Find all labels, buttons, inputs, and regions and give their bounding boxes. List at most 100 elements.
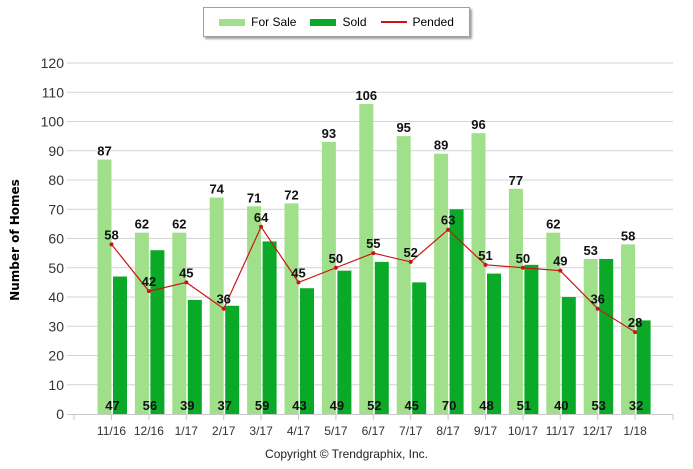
sold-swatch — [310, 18, 337, 26]
pended-point — [221, 306, 226, 311]
pended-point — [520, 265, 525, 270]
data-label-sold: 45 — [404, 398, 418, 413]
data-label-sold: 37 — [217, 398, 231, 413]
data-label-sold: 43 — [292, 398, 306, 413]
bar-sold — [150, 250, 165, 414]
pended-point — [446, 227, 451, 232]
bar-for-sale — [247, 206, 262, 414]
bar-sold — [225, 305, 240, 414]
bar-for-sale — [583, 258, 598, 414]
bar-sold — [412, 282, 427, 414]
x-tick-label: 9/17 — [474, 424, 498, 438]
data-label-pended: 50 — [329, 251, 343, 266]
bar-sold — [374, 261, 389, 414]
pended-point — [333, 265, 338, 270]
x-tick-label: 2/17 — [212, 424, 236, 438]
y-tick-label: 60 — [48, 231, 64, 247]
y-axis-title: Number of Homes — [8, 179, 22, 301]
bar-for-sale — [546, 232, 561, 414]
data-label-pended: 55 — [366, 236, 380, 251]
data-label-pended: 45 — [291, 265, 305, 280]
data-label-for-sale: 89 — [434, 138, 448, 153]
legend-label: For Sale — [251, 15, 297, 29]
pended-point — [595, 306, 600, 311]
legend-label: Pended — [412, 15, 454, 29]
bar-for-sale — [209, 197, 224, 414]
pended-point — [408, 259, 413, 264]
y-tick-label: 90 — [48, 143, 64, 159]
x-tick-label: 12/17 — [583, 424, 613, 438]
bar-for-sale — [134, 232, 149, 414]
y-tick-label: 100 — [41, 114, 65, 130]
y-tick-label: 120 — [41, 55, 65, 71]
legend-item-pended: Pended — [380, 15, 454, 29]
pended-point — [558, 268, 563, 273]
data-label-sold: 53 — [591, 398, 605, 413]
data-label-for-sale: 53 — [583, 243, 597, 258]
data-label-for-sale: 96 — [471, 117, 485, 132]
bar-sold — [449, 209, 464, 414]
data-label-for-sale: 58 — [621, 228, 635, 243]
y-axis-ticks: 0 10 20 30 40 50 60 70 80 90 100 110 120 — [41, 55, 65, 422]
data-label-sold: 70 — [442, 398, 456, 413]
data-label-pended: 64 — [254, 210, 269, 225]
bar-sold — [599, 258, 614, 414]
legend-item-sold: Sold — [310, 15, 367, 29]
legend-label: Sold — [342, 15, 367, 29]
data-label-sold: 56 — [143, 398, 157, 413]
bar-for-sale — [321, 141, 336, 414]
x-tick-label: 4/17 — [287, 424, 311, 438]
data-label-sold: 59 — [255, 398, 269, 413]
data-label-sold: 52 — [367, 398, 381, 413]
x-tick-label: 5/17 — [324, 424, 348, 438]
data-label-for-sale: 72 — [284, 187, 298, 202]
data-label-for-sale: 77 — [509, 173, 523, 188]
data-label-sold: 48 — [479, 398, 493, 413]
bar-sold — [337, 270, 352, 414]
x-tick-label: 1/18 — [623, 424, 647, 438]
data-label-for-sale: 62 — [172, 217, 186, 232]
data-labels: 87 47 62 56 62 39 74 37 71 59 72 43 93 49 106 52 95 45 89 7… — [97, 88, 643, 413]
bar-sold — [636, 320, 651, 414]
data-label-pended: 58 — [104, 227, 118, 242]
data-label-for-sale: 71 — [247, 190, 261, 205]
data-label-pended: 63 — [441, 213, 455, 228]
legend: For Sale Sold Pended — [203, 7, 470, 37]
pended-point — [259, 224, 264, 229]
x-tick-label: 1/17 — [175, 424, 199, 438]
x-tick-labels: 11/16 12/16 1/17 2/17 3/17 4/17 5/17 6/17 7/17 8/… — [97, 424, 647, 438]
pended-point — [633, 330, 638, 335]
data-label-pended: 51 — [478, 248, 492, 263]
x-tick-label: 10/17 — [508, 424, 538, 438]
x-axis — [67, 414, 674, 420]
data-label-for-sale: 87 — [97, 144, 111, 159]
data-label-sold: 47 — [105, 398, 119, 413]
data-label-sold: 40 — [554, 398, 568, 413]
data-label-for-sale: 62 — [135, 217, 149, 232]
y-tick-label: 40 — [48, 289, 64, 305]
bar-for-sale — [396, 136, 411, 414]
data-label-sold: 49 — [330, 398, 344, 413]
data-label-sold: 51 — [517, 398, 531, 413]
copyright: Copyright © Trendgraphix, Inc. — [265, 447, 428, 461]
x-tick-label: 3/17 — [249, 424, 273, 438]
bars — [97, 103, 651, 415]
pended-point — [296, 280, 301, 285]
data-label-pended: 45 — [179, 265, 193, 280]
x-tick-label: 7/17 — [399, 424, 423, 438]
y-tick-label: 0 — [56, 406, 64, 422]
data-label-sold: 39 — [180, 398, 194, 413]
bar-sold — [487, 273, 501, 414]
pended-point — [371, 251, 376, 256]
for-sale-swatch — [219, 18, 246, 26]
data-label-for-sale: 95 — [396, 120, 410, 135]
bar-sold — [561, 297, 576, 414]
data-label-pended: 36 — [216, 292, 230, 307]
x-tick-label: 11/17 — [546, 424, 575, 438]
bar-sold — [300, 288, 314, 414]
bar-sold — [262, 241, 277, 414]
bar-for-sale — [359, 103, 374, 414]
data-label-for-sale: 106 — [355, 88, 377, 103]
bar-for-sale — [172, 232, 187, 414]
